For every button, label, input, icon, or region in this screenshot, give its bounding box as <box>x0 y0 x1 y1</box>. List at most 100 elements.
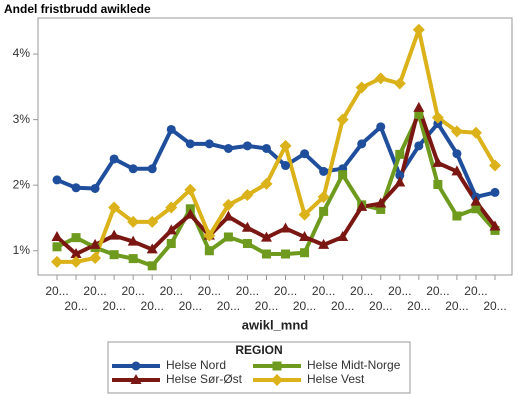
data-point <box>222 210 234 221</box>
data-point <box>319 206 329 216</box>
data-point <box>376 122 386 132</box>
x-tick-label: 20... <box>236 284 259 298</box>
x-tick-label: 20... <box>388 284 411 298</box>
data-point <box>260 177 273 190</box>
x-tick-label: 20... <box>255 299 278 313</box>
data-point <box>414 109 424 119</box>
data-point <box>470 195 482 206</box>
legend-marker <box>272 361 282 371</box>
data-point <box>281 249 291 259</box>
data-point <box>242 239 252 249</box>
data-point <box>414 141 424 151</box>
data-point <box>146 215 159 228</box>
data-point <box>298 208 311 221</box>
data-point <box>184 183 197 196</box>
data-point <box>374 72 387 85</box>
data-point <box>469 126 482 139</box>
x-tick-label: 20... <box>407 299 430 313</box>
data-point <box>356 200 368 211</box>
data-point <box>412 23 425 36</box>
legend-marker <box>130 374 142 384</box>
data-point <box>89 251 102 264</box>
x-tick-label: 20... <box>312 284 335 298</box>
data-point <box>166 239 176 249</box>
data-point <box>90 183 100 193</box>
data-point <box>241 189 254 202</box>
legend-label: Helse Midt-Norge <box>307 358 401 372</box>
data-point <box>165 201 178 214</box>
legend-marker <box>131 361 141 371</box>
x-tick-label: 20... <box>464 284 487 298</box>
data-point <box>166 124 176 134</box>
data-point <box>204 246 214 256</box>
data-point <box>128 164 138 174</box>
x-tick-label: 20... <box>483 299 506 313</box>
data-point <box>279 139 292 152</box>
data-point <box>52 242 62 252</box>
data-point <box>281 161 291 171</box>
legend-marker <box>271 374 283 386</box>
data-point <box>242 141 252 151</box>
legend-label: Helse Sør-Øst <box>166 372 243 386</box>
data-point <box>338 170 348 180</box>
data-point <box>185 139 195 149</box>
data-point <box>71 233 81 243</box>
data-point <box>184 208 196 219</box>
data-point <box>70 255 83 268</box>
data-point <box>413 101 425 112</box>
data-point <box>223 143 233 153</box>
series-line <box>55 105 497 257</box>
data-point <box>127 215 140 228</box>
data-point <box>109 250 119 260</box>
data-point <box>318 238 330 249</box>
data-point <box>431 111 444 124</box>
x-tick-label: 20... <box>141 299 164 313</box>
x-tick-label: 20... <box>121 284 144 298</box>
data-point <box>241 221 253 232</box>
x-tick-label: 20... <box>160 284 183 298</box>
data-point <box>70 248 82 259</box>
data-point <box>317 190 330 203</box>
data-point <box>393 77 406 90</box>
x-axis-title: awikl_mnd <box>242 317 309 332</box>
data-point <box>109 154 119 164</box>
data-point <box>432 156 444 167</box>
data-point <box>375 197 387 208</box>
data-point <box>376 204 386 214</box>
x-tick-label: 20... <box>102 299 125 313</box>
x-tick-label: 20... <box>331 299 354 313</box>
x-tick-label: 20... <box>445 299 468 313</box>
data-point <box>300 149 310 159</box>
data-point <box>260 231 272 242</box>
data-point <box>490 187 500 197</box>
data-point <box>451 165 463 176</box>
data-point <box>223 232 233 242</box>
legend-label: Helse Vest <box>307 372 365 386</box>
data-point <box>394 176 406 187</box>
data-point <box>261 249 271 259</box>
y-tick-label: 1% <box>13 243 31 257</box>
data-point <box>71 183 81 193</box>
x-tick-label: 20... <box>426 284 449 298</box>
data-point <box>336 113 349 126</box>
data-point <box>128 254 138 264</box>
data-point <box>127 235 139 246</box>
x-tick-label: 20... <box>198 284 221 298</box>
legend-label: Helse Nord <box>166 358 226 372</box>
data-point <box>452 211 462 221</box>
data-point <box>108 229 120 240</box>
data-point <box>299 230 311 241</box>
data-point <box>357 139 367 149</box>
data-point <box>395 149 405 159</box>
data-point <box>146 243 158 254</box>
x-tick-label: 20... <box>217 299 240 313</box>
y-tick-label: 4% <box>13 46 31 60</box>
data-point <box>319 166 329 176</box>
data-point <box>51 255 63 268</box>
data-point <box>165 224 177 235</box>
data-point <box>489 220 501 231</box>
data-point <box>261 143 271 153</box>
data-point <box>337 230 349 241</box>
plot-frame <box>37 17 513 276</box>
